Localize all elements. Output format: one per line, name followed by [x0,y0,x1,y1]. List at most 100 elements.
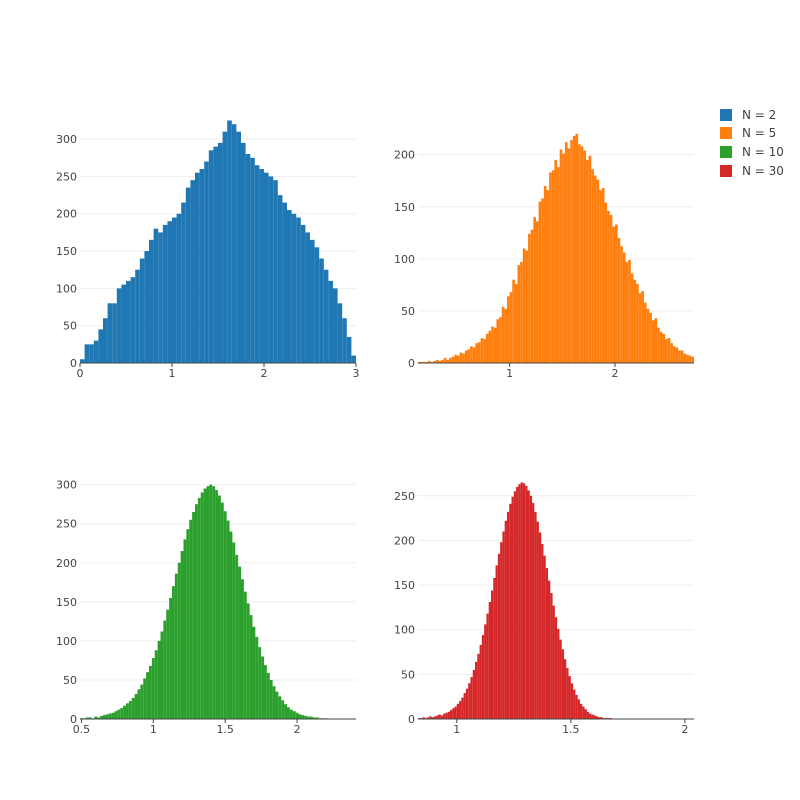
histogram-bar [593,175,597,363]
x-tick-label: 2 [261,367,268,380]
histogram-bar [243,591,247,719]
y-tick-label: 150 [56,596,77,609]
histogram-bar [522,248,526,363]
histogram-bar [278,696,282,719]
histogram-bar [604,202,608,363]
histogram-bar [504,308,508,363]
histogram-bar [651,320,655,363]
histogram-bar [643,302,647,363]
histogram-bar [275,691,279,719]
histogram-bar [135,269,140,363]
legend-swatch [720,165,732,177]
histogram-bar [534,511,537,719]
histogram-bar [598,717,601,719]
legend-label: N = 2 [742,108,777,122]
histogram-bar [559,149,563,363]
histogram-bar [595,716,599,719]
histogram-bar [596,179,600,363]
histogram-bar [264,172,269,363]
histogram-bar [512,279,515,363]
histogram-bar [573,689,576,719]
y-tick-label: 0 [70,713,77,726]
histogram-bar [535,221,539,363]
histogram-bar [291,213,297,363]
histogram-bar [236,131,241,363]
histogram-bar [222,131,228,363]
histogram-bar [227,120,232,364]
histogram-bar [255,636,259,719]
histogram-bar [504,520,507,719]
histogram-bar [169,597,172,719]
histogram-bar [541,544,544,719]
histogram-bar [153,228,159,363]
histogram-bar [588,155,592,363]
histogram-bar [557,628,560,719]
histogram-bar [174,573,178,719]
histogram-bar [319,258,324,363]
legend-item-n10[interactable]: N = 10 [720,145,784,159]
histogram-bar [543,185,547,363]
histogram-bar [272,686,276,719]
histogram-bar [292,711,296,719]
histogram-bar [520,261,523,363]
legend-item-n30[interactable]: N = 30 [720,164,784,178]
histogram-bar [630,273,634,363]
histogram-bar [314,247,320,363]
histogram-bar [120,708,124,719]
histogram-bar [582,706,585,719]
legend-label: N = 30 [742,164,784,178]
histogram-bar [577,699,580,719]
y-tick-label: 50 [401,305,415,318]
histogram-bar [180,551,184,719]
legend-label: N = 5 [742,126,777,140]
histogram-bar [495,565,498,719]
histogram-bar [472,669,476,719]
histogram-bar [559,639,562,719]
histogram-bar [530,229,534,363]
histogram-bar [139,258,145,363]
histogram-bar [564,142,568,363]
histogram-bar [273,180,278,363]
histogram-bar [472,347,476,363]
histogram-bar [527,490,530,719]
y-tick-label: 50 [63,674,77,687]
histogram-bar [488,602,491,719]
y-tick-label: 150 [394,579,415,592]
histogram-bar [478,342,481,363]
histogram-bar [333,288,338,363]
histogram-bar [554,159,558,363]
histogram-bar [454,706,457,719]
histogram-bar [301,715,305,719]
histogram-bar [89,344,94,363]
histogram-bar [449,710,453,719]
histogram-bar [232,542,236,719]
y-tick-label: 250 [56,170,77,183]
histogram-bar [199,168,205,363]
histogram-bar [100,715,103,719]
histogram-bar [543,555,546,719]
x-tick-label: 0 [77,367,84,380]
histogram-bar [287,707,290,719]
histogram-bar [557,167,560,363]
histogram-bar [245,154,251,363]
histogram-bar [94,716,98,719]
histogram-bar [490,590,494,719]
histogram-bar [562,153,565,363]
histogram-bar [493,577,496,719]
histogram-bar [117,709,121,719]
y-tick-label: 200 [394,534,415,547]
histogram-bar [162,224,168,363]
legend-item-n2[interactable]: N = 2 [720,108,776,122]
histogram-bar [497,553,501,719]
histogram-bar [649,313,652,363]
histogram-bar [185,187,191,363]
legend-item-n5[interactable]: N = 5 [720,126,776,140]
histogram-bar [238,566,241,719]
histogram-bar [158,232,163,363]
histogram-bar [241,142,246,363]
histogram-bar [130,277,136,363]
histogram-bar [103,715,106,719]
histogram-bar [220,502,224,719]
histogram-bar [517,265,521,363]
